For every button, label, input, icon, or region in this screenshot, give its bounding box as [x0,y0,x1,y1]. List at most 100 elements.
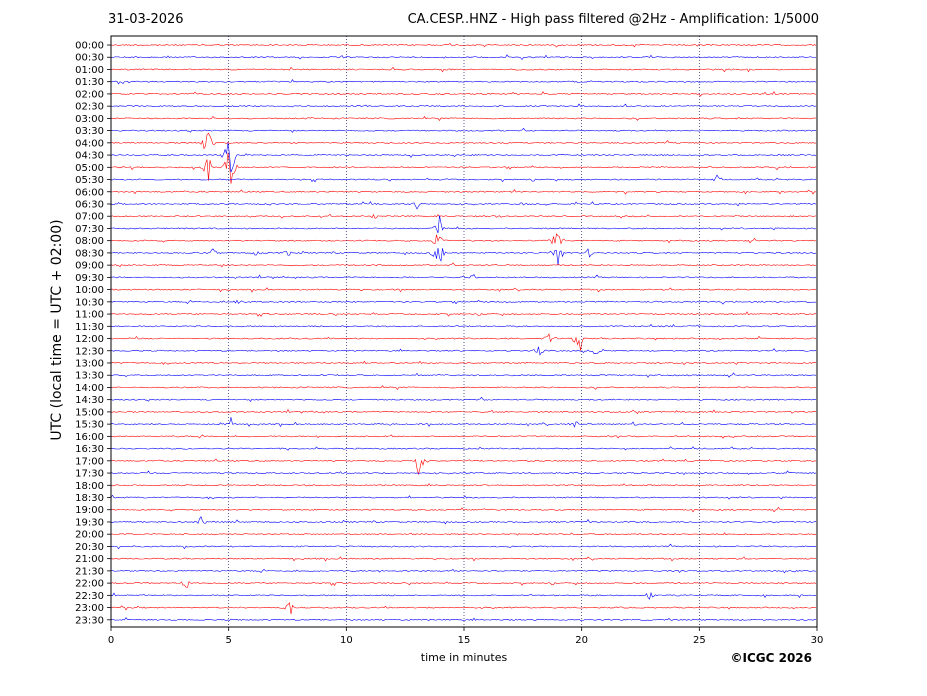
x-tick-label: 20 [575,635,588,646]
plot-frame [110,35,818,628]
trace-1130 [110,324,817,328]
trace-0100 [110,66,817,73]
date-label: 31-03-2026 [108,12,184,27]
y-tick-label: 08:00 [75,236,104,247]
y-tick-label: 16:00 [75,432,104,443]
trace-0730 [110,215,817,234]
trace-1030 [110,299,817,305]
trace-0700 [110,213,817,219]
trace-0530 [110,174,817,183]
trace-1000 [110,287,817,293]
credit-label: ©ICGC 2026 [730,651,812,665]
trace-1500 [110,409,817,414]
trace-1230 [110,346,817,356]
trace-1530 [110,417,817,428]
y-tick-label: 07:30 [75,224,104,235]
trace-2030 [110,543,817,550]
y-tick-label: 02:00 [75,89,104,100]
trace-1930 [110,516,817,525]
trace-2130 [110,569,817,574]
x-tick-label: 30 [811,635,824,646]
y-tick-label: 00:00 [75,41,104,52]
y-tick-label: 23:00 [75,603,104,614]
trace-2000 [110,532,817,536]
trace-0330 [110,127,817,133]
y-tick-label: 16:30 [75,444,104,455]
trace-0830 [110,247,817,266]
y-tick-label: 09:30 [75,273,104,284]
y-tick-label: 05:00 [75,163,104,174]
trace-0430 [110,142,817,173]
y-tick-label: 08:30 [75,248,104,259]
trace-1830 [110,494,817,500]
y-tick-label: 06:30 [75,199,104,210]
trace-1700 [110,458,817,476]
trace-0800 [110,233,817,245]
trace-1730 [110,470,817,475]
x-tick-label: 15 [458,635,471,646]
x-tick-label: 10 [340,635,353,646]
trace-1100 [110,311,817,317]
y-tick-label: 11:00 [75,310,104,321]
y-tick-label: 15:30 [75,420,104,431]
y-tick-label: 03:00 [75,114,104,125]
trace-0200 [110,91,817,97]
y-tick-label: 18:30 [75,493,104,504]
y-tick-label: 01:00 [75,65,104,76]
y-tick-label: 15:00 [75,407,104,418]
trace-1600 [110,434,817,439]
trace-2300 [110,602,816,615]
trace-1430 [110,396,817,402]
trace-0930 [110,274,817,280]
y-tick-label: 06:00 [75,187,104,198]
trace-1800 [110,483,817,487]
x-axis-title: time in minutes [420,651,508,664]
trace-0900 [110,262,817,268]
chart-title: CA.CESP..HNZ - High pass filtered @2Hz -… [407,12,819,27]
y-tick-label: 17:00 [75,456,104,467]
trace-2100 [110,556,817,562]
trace-1330 [110,372,817,378]
y-tick-label: 12:00 [75,334,104,345]
x-tick-label: 5 [225,635,231,646]
trace-2230 [110,591,817,600]
trace-0130 [110,78,817,85]
y-tick-label: 09:00 [75,261,104,272]
y-tick-label: 22:00 [75,579,104,590]
y-tick-label: 14:00 [75,383,104,394]
trace-2330 [110,617,817,621]
y-tick-label: 19:00 [75,505,104,516]
trace-1200 [110,333,817,351]
y-tick-label: 22:30 [75,591,104,602]
trace-0230 [110,103,817,108]
trace-0400 [110,132,817,150]
trace-1400 [110,385,817,391]
y-tick-label: 13:00 [75,358,104,369]
y-tick-label: 23:30 [75,615,104,626]
trace-2200 [110,581,817,588]
y-tick-label: 01:30 [75,77,104,88]
y-tick-label: 21:00 [75,554,104,565]
y-tick-label: 13:30 [75,371,104,382]
y-tick-label: 19:30 [75,517,104,528]
trace-0030 [110,54,817,61]
y-tick-label: 18:00 [75,481,104,492]
y-tick-label: 03:30 [75,126,104,137]
y-tick-label: 02:30 [75,102,104,113]
y-tick-label: 21:30 [75,566,104,577]
trace-1900 [110,506,817,513]
y-tick-label: 17:30 [75,469,104,480]
y-tick-label: 14:30 [75,395,104,406]
y-tick-label: 04:00 [75,138,104,149]
y-tick-label: 04:30 [75,151,104,162]
x-tick-label: 25 [693,635,706,646]
trace-0630 [110,201,817,210]
y-tick-label: 12:30 [75,346,104,357]
y-tick-label: 10:00 [75,285,104,296]
y-tick-label: 20:00 [75,530,104,541]
y-tick-label: 00:30 [75,53,104,64]
trace-1300 [110,360,817,365]
trace-1630 [110,446,817,451]
y-tick-label: 11:30 [75,322,104,333]
